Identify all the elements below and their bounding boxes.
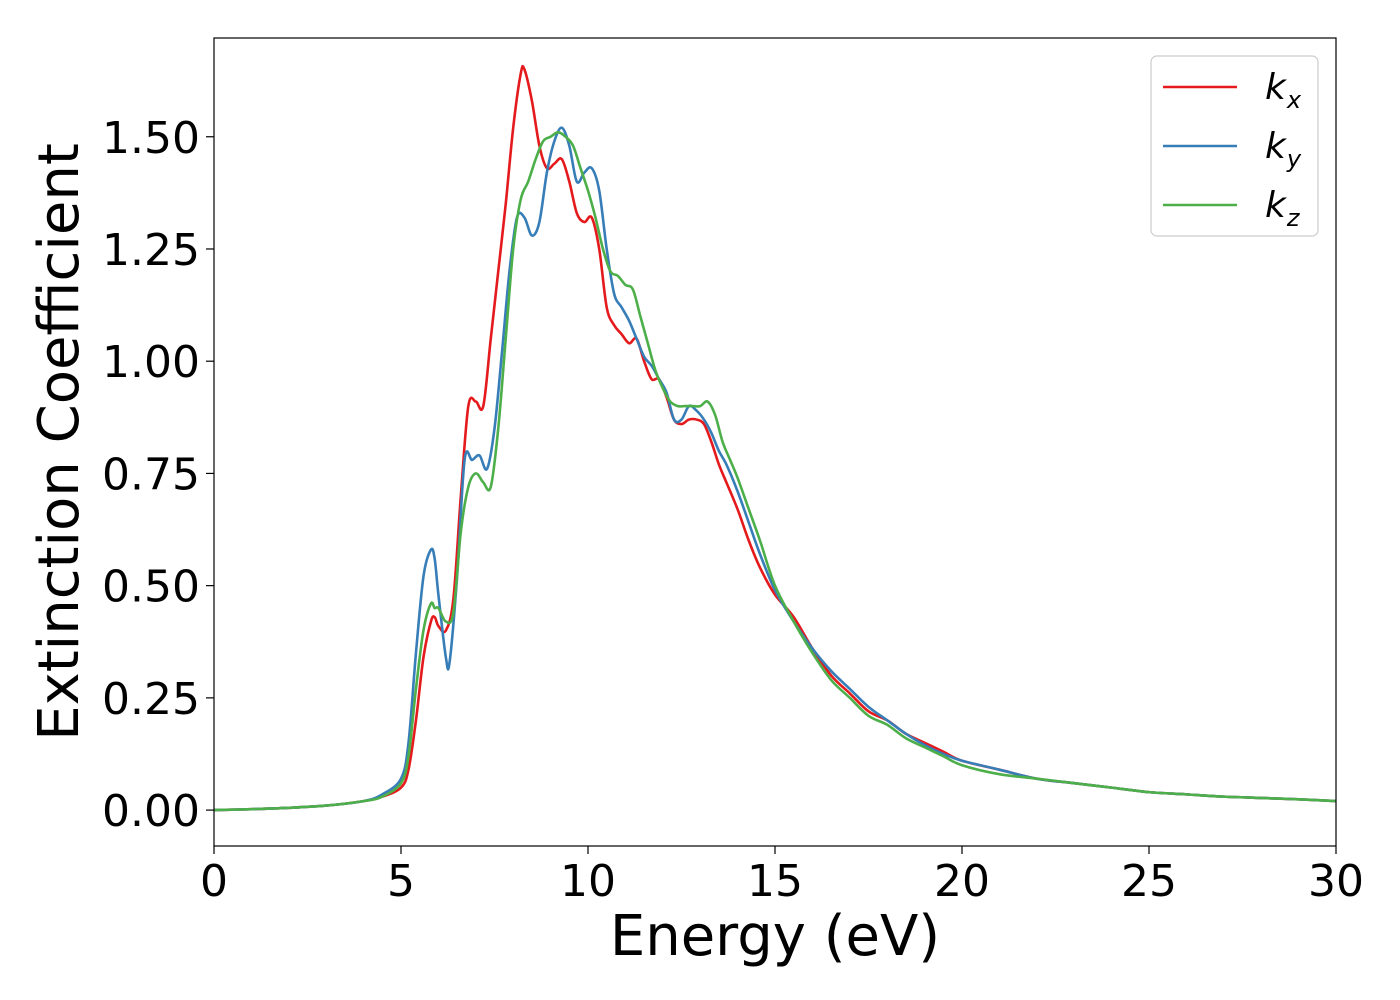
x-tick-label: 0 — [200, 856, 228, 907]
series-line-y — [214, 126, 1336, 812]
y-axis: 0.00 0.25 0.50 0.75 1.00 1.25 1.50 — [102, 113, 214, 837]
legend-label-z: kz — [1265, 185, 1301, 232]
y-tick-label: 1.00 — [102, 337, 200, 388]
legend-label-base: k — [1265, 67, 1288, 108]
x-tick-label: 5 — [387, 856, 415, 907]
y-tick-label: 0.50 — [102, 562, 200, 613]
legend-label-subscript: y — [1286, 145, 1302, 173]
plot-lines — [214, 65, 1336, 812]
x-axis: 0 5 10 15 20 25 30 — [200, 846, 1364, 907]
legend-label-base: k — [1265, 185, 1288, 226]
legend-label-base: k — [1265, 126, 1288, 167]
legend-label-subscript: z — [1286, 204, 1301, 232]
legend-label-x: kx — [1265, 67, 1302, 114]
y-tick-label: 0.25 — [102, 674, 200, 725]
x-tick-label: 15 — [747, 856, 803, 907]
y-tick-label: 1.25 — [102, 225, 200, 276]
y-tick-label: 1.50 — [102, 113, 200, 164]
y-tick-label: 0.00 — [102, 786, 200, 837]
x-axis-title: Energy (eV) — [610, 904, 940, 969]
legend-label-subscript: x — [1286, 86, 1302, 114]
x-tick-label: 25 — [1121, 856, 1177, 907]
x-tick-label: 20 — [934, 856, 990, 907]
series-line-z — [214, 130, 1336, 812]
y-axis-title: Extinction Coefficient — [27, 143, 92, 741]
x-tick-label: 10 — [560, 856, 616, 907]
x-tick-label: 30 — [1308, 856, 1364, 907]
y-tick-label: 0.75 — [102, 449, 200, 500]
legend-label-y: ky — [1265, 126, 1302, 173]
